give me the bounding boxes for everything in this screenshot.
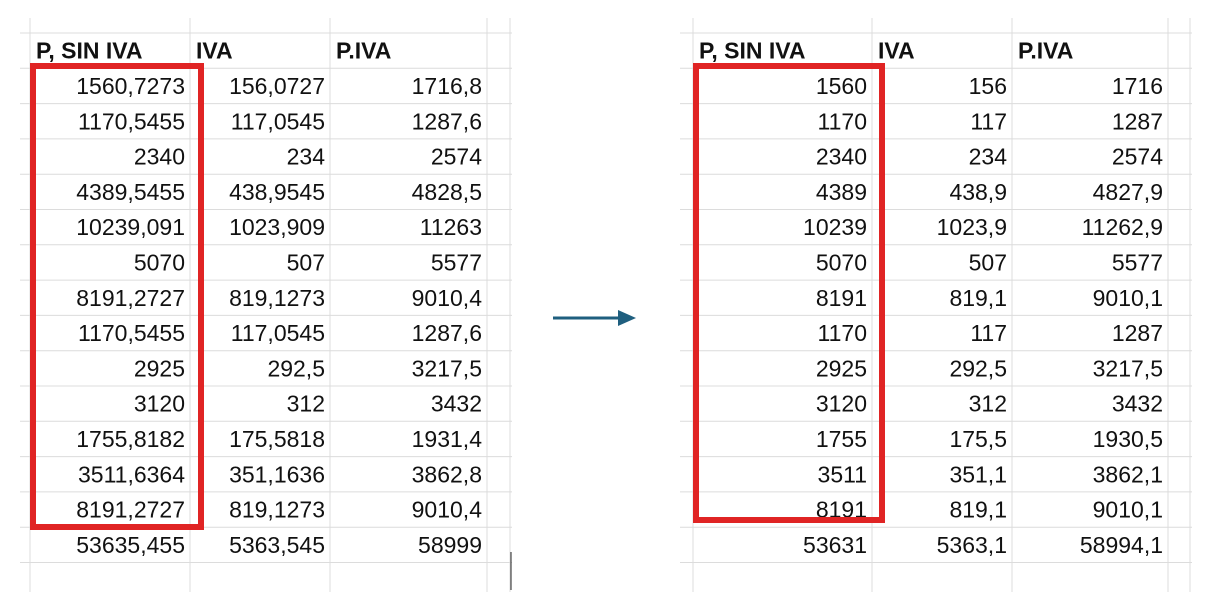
cell: 4389 (816, 179, 867, 205)
column-header: P.IVA (336, 38, 391, 64)
total-cell: 53635,455 (76, 532, 185, 558)
total-cell: 53631 (803, 532, 867, 558)
cell: 3862,8 (412, 461, 482, 487)
cell: 819,1 (949, 497, 1007, 523)
cell: 9010,4 (412, 285, 483, 311)
highlight-box (693, 63, 885, 523)
cell: 4389,5455 (76, 179, 185, 205)
cell: 117,0545 (231, 108, 325, 134)
cell: 3120 (134, 391, 185, 417)
cell: 2340 (134, 144, 185, 170)
cell: 3217,5 (1093, 355, 1163, 381)
cell: 1560 (816, 73, 867, 99)
cell: 8191 (816, 285, 867, 311)
cell: 5070 (134, 250, 185, 276)
column-header: P, SIN IVA (699, 38, 806, 64)
cell: 819,1 (949, 285, 1007, 311)
cell: 117 (970, 320, 1007, 346)
cell: 1023,909 (229, 214, 325, 240)
cell: 1755 (816, 426, 867, 452)
cell: 2925 (134, 355, 185, 381)
cell: 11263 (420, 214, 482, 240)
cell: 175,5 (949, 426, 1007, 452)
cell: 1287 (1112, 108, 1163, 134)
column-header: P.IVA (1018, 38, 1073, 64)
cell: 1287,6 (412, 320, 482, 346)
cell: 351,1636 (229, 461, 325, 487)
cell: 312 (969, 391, 1007, 417)
cell: 156 (969, 73, 1007, 99)
cell: 11262,9 (1082, 214, 1163, 240)
cell: 3217,5 (412, 355, 482, 381)
cell: 117,0545 (231, 320, 325, 346)
cell: 819,1273 (229, 497, 325, 523)
cell: 175,5818 (229, 426, 325, 452)
column-header: IVA (196, 38, 233, 64)
cell: 5577 (1112, 250, 1163, 276)
cell: 3511,6364 (78, 461, 185, 487)
cell: 3432 (1112, 391, 1163, 417)
cell: 3862,1 (1093, 461, 1163, 487)
cell: 8191,2727 (76, 497, 185, 523)
cell: 292,5 (949, 355, 1007, 381)
cells: P, SIN IVA IVA P.IVA 1560,7273 156,0727 1716,… (36, 38, 1163, 558)
total-cell: 58994,1 (1080, 532, 1163, 558)
cell: 4827,9 (1093, 179, 1163, 205)
total-cell: 5363,1 (937, 532, 1007, 558)
cell: 507 (969, 250, 1007, 276)
cell: 9010,1 (1093, 497, 1163, 523)
cell: 5577 (431, 250, 482, 276)
cell: 507 (287, 250, 325, 276)
cell: 10239 (803, 214, 867, 240)
cell: 2574 (1112, 144, 1163, 170)
cell: 351,1 (949, 461, 1007, 487)
cell: 2340 (816, 144, 867, 170)
cell: 1023,9 (937, 214, 1007, 240)
cell: 1170 (818, 108, 867, 134)
cell: 3120 (816, 391, 867, 417)
cell: 1755,8182 (76, 426, 185, 452)
arrow (553, 310, 636, 326)
cell: 1170,5455 (78, 108, 185, 134)
cell: 9010,1 (1093, 285, 1163, 311)
cell: 1287,6 (412, 108, 482, 134)
total-cell: 58999 (418, 532, 482, 558)
cell: 4828,5 (412, 179, 482, 205)
cell: 292,5 (267, 355, 325, 381)
cell: 1716 (1112, 73, 1163, 99)
grid (20, 18, 1192, 592)
highlight-box (30, 63, 204, 530)
cell: 1170,5455 (78, 320, 185, 346)
cell: 3511 (818, 461, 867, 487)
cell: 234 (287, 144, 326, 170)
cell: 1560,7273 (76, 73, 185, 99)
cell: 819,1273 (229, 285, 325, 311)
cell: 234 (969, 144, 1008, 170)
cell: 9010,4 (412, 497, 483, 523)
cell: 5070 (816, 250, 867, 276)
cell: 3432 (431, 391, 482, 417)
cell: 10239,091 (76, 214, 185, 240)
column-header: IVA (878, 38, 915, 64)
cell: 1930,5 (1093, 426, 1163, 452)
cell: 438,9545 (229, 179, 325, 205)
cell: 1716,8 (412, 73, 482, 99)
cell: 1170 (818, 320, 867, 346)
cell: 2574 (431, 144, 482, 170)
cell: 1287 (1112, 320, 1163, 346)
cell: 2925 (816, 355, 867, 381)
column-header: P, SIN IVA (36, 38, 143, 64)
total-cell: 5363,545 (229, 532, 325, 558)
cell: 8191,2727 (76, 285, 185, 311)
cell: 1931,4 (412, 426, 483, 452)
cell: 312 (287, 391, 325, 417)
cell: 156,0727 (229, 73, 325, 99)
cell: 117 (970, 108, 1007, 134)
cell: 438,9 (949, 179, 1007, 205)
